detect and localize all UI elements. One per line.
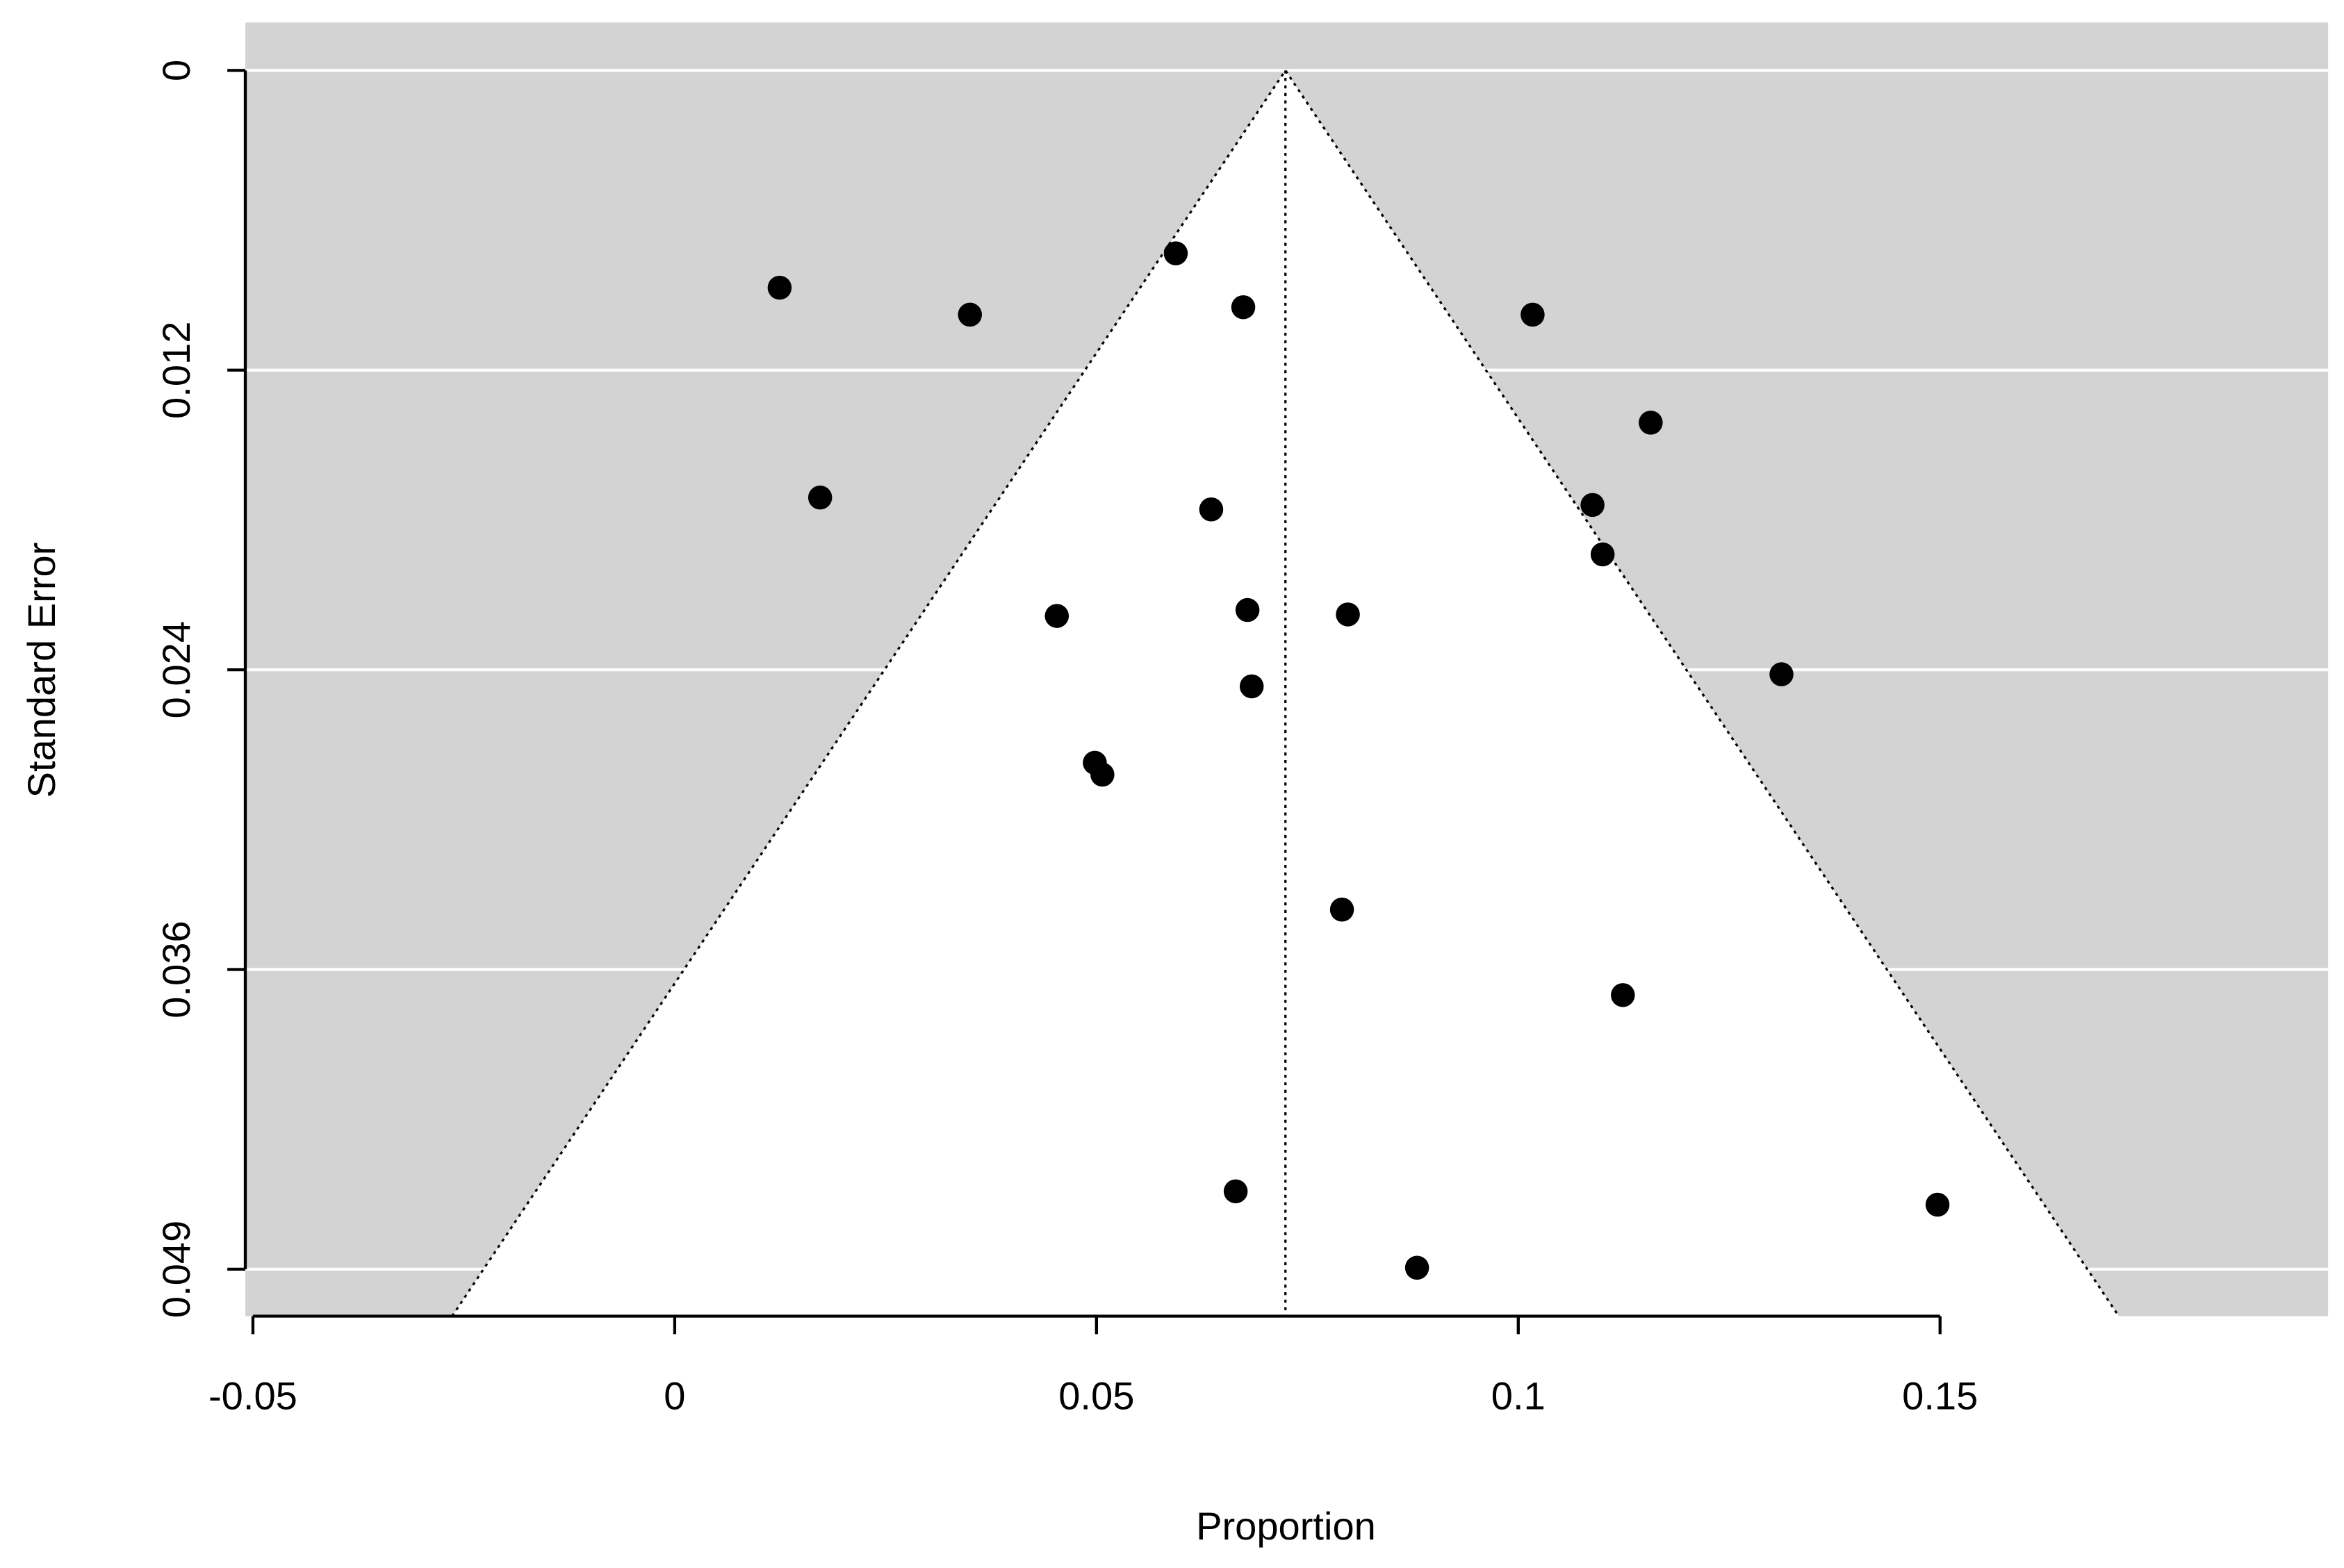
point	[1336, 602, 1360, 627]
point	[1639, 411, 1663, 435]
point	[1521, 302, 1545, 327]
y-axis-label: Standard Error	[19, 543, 63, 798]
point	[1239, 674, 1264, 699]
y-tick-label: 0.049	[154, 1221, 198, 1318]
x-tick-label: 0.15	[1902, 1373, 1978, 1417]
x-tick-label: 0.1	[1491, 1373, 1546, 1417]
point	[767, 275, 792, 300]
y-tick-label: 0.012	[154, 322, 198, 419]
point	[1329, 897, 1354, 922]
point	[1231, 295, 1256, 320]
point	[958, 302, 983, 327]
funnel-line	[451, 68, 2120, 1317]
point	[1235, 597, 1260, 622]
point	[1404, 1255, 1429, 1280]
point	[1223, 1179, 1248, 1204]
point	[1925, 1192, 1950, 1217]
x-tick-label: 0.05	[1058, 1373, 1134, 1417]
point	[1611, 983, 1635, 1007]
y-tick-label: 0	[154, 60, 198, 81]
point	[1590, 542, 1615, 567]
x-axis-label: Proportion	[1196, 1504, 1376, 1548]
y-tick-label: 0.036	[154, 921, 198, 1018]
x-tick-label: 0	[664, 1373, 685, 1417]
point	[1769, 662, 1794, 686]
point	[1199, 497, 1224, 522]
x-tick-label: -0.05	[208, 1373, 297, 1417]
y-tick-label: 0.024	[154, 621, 198, 718]
point	[1090, 762, 1115, 787]
point	[1580, 493, 1605, 518]
point	[1163, 241, 1188, 265]
point	[808, 485, 833, 510]
point	[1044, 604, 1069, 628]
